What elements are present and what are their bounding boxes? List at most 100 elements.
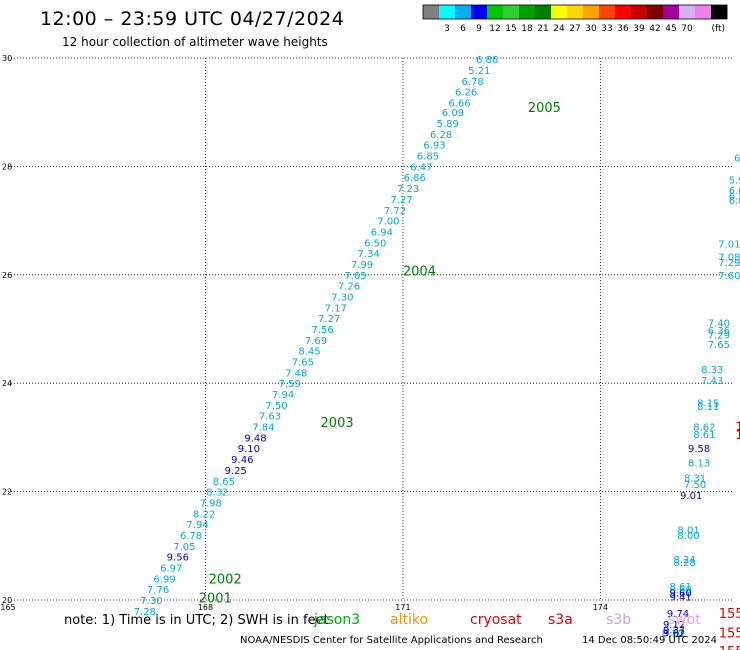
colorbar-label: 6 (460, 24, 466, 34)
data-point-jason3: 8.28 (673, 558, 695, 569)
colorbar-swatch (519, 5, 536, 19)
data-point-jason3: 7.27 (318, 314, 340, 325)
data-point-jason3: 7.50 (684, 480, 706, 491)
data-point-jason3: 6.26 (734, 154, 740, 165)
colorbar-label: 42 (649, 24, 660, 34)
colorbar-swatch (631, 5, 648, 19)
data-point-jason3: 6.50 (364, 238, 386, 249)
data-point-jason3: 6.87 (729, 196, 740, 207)
data-point-jason3: 8.13 (688, 458, 710, 469)
time-label: 2004 (403, 264, 436, 279)
time-label: 1552 (735, 428, 740, 443)
data-point-jason3: 6.86 (404, 173, 426, 184)
data-point-jason3: 8.10 (662, 629, 684, 640)
time-label: 2005 (528, 101, 561, 116)
colorbar-swatch (535, 5, 552, 19)
data-point-jason3: 7.94 (186, 520, 208, 531)
colorbar-unit: (ft) (711, 24, 725, 34)
data-point-jason3: 7.17 (325, 303, 347, 314)
data-point-jason3: 6.85 (417, 152, 439, 163)
colorbar-frame (422, 4, 728, 20)
data-point-jason3: 7.43 (701, 376, 723, 387)
data-point-jason3: 6.78 (180, 531, 202, 542)
time-label: 2001 (199, 591, 232, 606)
colorbar-label: 70 (681, 24, 693, 34)
colorbar-swatch (455, 5, 472, 19)
colorbar-label: 24 (553, 24, 565, 34)
data-point-jason3: 6.86 (476, 55, 498, 66)
colorbar-label: 21 (537, 24, 548, 34)
data-point-jason3: 7.63 (259, 412, 281, 423)
colorbar-label: 30 (585, 24, 597, 34)
data-point-jason3: 6.09 (442, 108, 464, 119)
colorbar-label: 33 (601, 24, 612, 34)
colorbar-swatch (487, 5, 504, 19)
x-tick-label: 171 (395, 603, 410, 612)
data-point-jason3: 7.34 (358, 249, 380, 260)
data-point-jason3: 7.76 (147, 585, 169, 596)
colorbar-label: 27 (569, 24, 580, 34)
data-point-jason3: 6.56 (729, 192, 740, 203)
data-point-jason3: 7.84 (252, 423, 274, 434)
legend-swot: swot (668, 612, 701, 628)
data-point-jason3: 6.36 (708, 326, 730, 337)
data-point-jason3: 7.99 (351, 260, 373, 271)
data-point-jason3: 7.56 (311, 325, 333, 336)
data-point-jason3: 8.31 (684, 474, 706, 485)
data-point-jason3: 7.65 (708, 340, 730, 351)
data-point-jason3: 8.62 (693, 423, 715, 434)
data-point-jason3: 7.69 (305, 336, 327, 347)
data-point-jason3: 7.60 (718, 271, 740, 282)
y-tick-label: 24 (2, 379, 12, 388)
data-point-altika: 9.10 (238, 444, 260, 455)
colorbar-swatch (423, 5, 440, 19)
data-point-jason3: 6.99 (154, 574, 176, 585)
data-point-jason3: 7.50 (265, 401, 287, 412)
colorbar-label: 15 (505, 24, 516, 34)
data-point-jason3: 6.66 (448, 98, 470, 109)
data-point-altika: 9.41 (670, 593, 692, 604)
colorbar-swatch (503, 5, 520, 19)
data-point-jason3: 8.33 (701, 365, 723, 376)
colorbar-swatch (647, 5, 664, 19)
data-point-altika: 9.74 (667, 609, 689, 620)
data-point-jason3: 8.15 (697, 399, 719, 410)
data-point-jason3: 8.61 (670, 582, 692, 593)
page-title: 12:00 – 23:59 UTC 04/27/2024 (40, 8, 345, 30)
page-subtitle: 12 hour collection of altimeter wave hei… (62, 35, 328, 49)
data-point-altika: 9.56 (167, 553, 189, 564)
data-point-jason3: 7.29 (708, 330, 730, 341)
colorbar-label: 18 (521, 24, 533, 34)
colorbar-swatch (663, 5, 680, 19)
legend-s3b: s3b (606, 612, 632, 628)
data-point-jason3: 7.98 (200, 498, 222, 509)
colorbar-label: 39 (633, 24, 645, 34)
data-point-jason3: 6.78 (462, 77, 484, 88)
data-point-jason3: 7.65 (292, 358, 314, 369)
data-point-jason3: 8.00 (677, 531, 699, 542)
x-tick-label: 165 (0, 603, 15, 612)
data-point-altika: 9.25 (225, 466, 247, 477)
data-point-jason3: 7.72 (384, 206, 406, 217)
data-point-altika: 9.46 (231, 455, 253, 466)
data-point-altika: 9.62 (663, 629, 685, 640)
data-point-altika: 9.60 (670, 588, 692, 599)
data-point-jason3: 5.21 (468, 66, 490, 77)
x-tick-label: 168 (198, 603, 213, 612)
colorbar-swatch (471, 5, 488, 19)
data-point-altika: 9.58 (688, 444, 710, 455)
legend-cryosat: cryosat (470, 612, 522, 628)
footer-note: note: 1) Time is in UTC; 2) SWH is in fe… (64, 613, 329, 628)
data-point-jason3: 7.29 (718, 258, 740, 269)
data-point-jason3: 6.26 (455, 88, 477, 99)
colorbar-swatch (679, 5, 696, 19)
x-tick-label: 174 (593, 603, 608, 612)
colorbar-swatch (599, 5, 616, 19)
data-point-jason3: 7.65 (344, 271, 366, 282)
data-point-jason3: 7.30 (331, 292, 353, 303)
data-point-jason3: 5.89 (437, 119, 459, 130)
colorbar-swatch (551, 5, 568, 19)
colorbar-swatch (567, 5, 584, 19)
data-point-altika: 9.12 (663, 620, 685, 631)
